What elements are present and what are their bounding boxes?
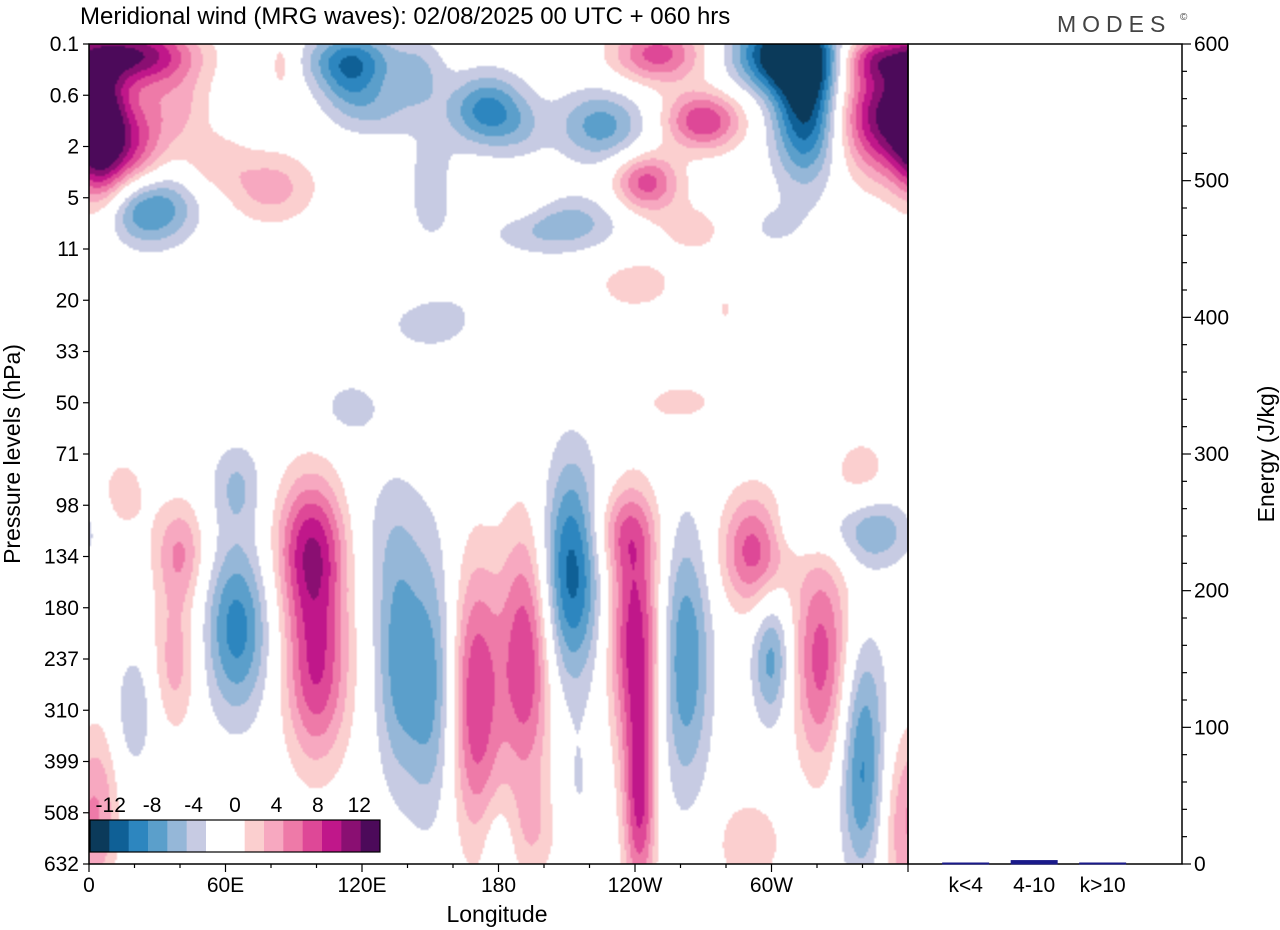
brand-mark: ©: [1180, 12, 1188, 23]
colorbar-label: -8: [143, 794, 162, 817]
colorbar-swatch: [302, 820, 323, 852]
pressure-tick-label: 632: [44, 853, 79, 876]
pressure-tick-label: 0.6: [50, 84, 79, 107]
energy-bars: [942, 860, 1127, 865]
colorbar-swatch: [109, 820, 130, 852]
pressure-tick-label: 50: [56, 392, 79, 415]
longitude-axis: 0 60E 120E 180 120W 60W: [83, 864, 909, 897]
colorbar-swatch: [128, 820, 149, 852]
colorbar-label: 0: [229, 794, 241, 817]
longitude-tick-label: 0: [83, 874, 95, 897]
energy-bar: [1079, 862, 1127, 865]
colorbar-swatch: [225, 820, 246, 852]
energy-panel: 0 100 200 300 400 500 600 k<4 4-10 k>10 Energy (…: [907, 33, 1279, 897]
colorbar-swatch: [244, 820, 265, 852]
brand-logo: MODES: [1057, 11, 1171, 37]
colorbar-swatch: [283, 820, 304, 852]
energy-tick-label: 300: [1194, 443, 1229, 466]
colorbar-swatch: [360, 820, 381, 852]
pressure-tick-label: 11: [57, 238, 79, 261]
chart-title: Meridional wind (MRG waves): 02/08/2025 …: [80, 3, 730, 30]
pressure-tick-label: 180: [44, 597, 79, 620]
wavenumber-label: k>10: [1080, 874, 1126, 897]
colorbar-swatch: [167, 820, 188, 852]
pressure-tick-label: 237: [44, 648, 79, 671]
colorbar-swatch: [148, 820, 168, 852]
energy-tick-label: 500: [1194, 170, 1229, 193]
colorbar: -12 -8 -4 0 4 8 12: [89, 794, 381, 853]
y-axis-label: Pressure levels (hPa): [0, 344, 25, 564]
pressure-tick-label: 71: [56, 443, 79, 466]
pressure-axis: 0.1 0.6 2 5 11 20 33 50 71 98 134 180 237 310 399 508 63…: [44, 33, 89, 876]
colorbar-label: -4: [184, 794, 203, 817]
longitude-tick-label: 120E: [337, 874, 386, 897]
longitude-tick-label: 180: [481, 874, 516, 897]
energy-axis-label: Energy (J/kg): [1253, 386, 1279, 523]
wavenumber-label: k<4: [948, 874, 983, 897]
energy-bar: [1010, 860, 1058, 865]
pressure-tick-label: 508: [44, 802, 79, 825]
pressure-tick-label: 310: [44, 699, 79, 722]
energy-tick-label: 200: [1194, 580, 1229, 603]
pressure-tick-label: 98: [56, 494, 79, 517]
longitude-tick-label: 120W: [608, 874, 663, 897]
energy-tick-label: 0: [1194, 853, 1206, 876]
colorbar-swatch: [322, 820, 342, 852]
pressure-tick-label: 399: [44, 751, 79, 774]
colorbar-swatch: [90, 820, 110, 852]
heatmap-panel: 0.1 0.6 2 5 11 20 33 50 71 98 134 180 237 310 399 508 63…: [0, 33, 909, 927]
energy-tick-label: 600: [1194, 33, 1229, 56]
wind-heatmap: [89, 44, 908, 864]
colorbar-label: 12: [348, 794, 371, 817]
colorbar-swatch: [341, 820, 362, 852]
pressure-tick-label: 5: [67, 187, 79, 210]
pressure-tick-label: 0.1: [50, 33, 79, 56]
colorbar-label: -12: [96, 794, 126, 817]
wavenumber-axis: k<4 4-10 k>10: [948, 874, 1125, 897]
colorbar-swatch: [206, 820, 226, 852]
pressure-tick-label: 20: [56, 289, 79, 312]
colorbar-swatch: [186, 820, 207, 852]
colorbar-label: 4: [271, 794, 283, 817]
pressure-tick-label: 2: [67, 136, 79, 159]
wavenumber-label: 4-10: [1013, 874, 1055, 897]
energy-tick-label: 400: [1194, 306, 1229, 329]
energy-bar: [942, 862, 990, 865]
energy-frame: [907, 43, 1183, 865]
x-axis-label: Longitude: [446, 901, 547, 927]
colorbar-frame: [89, 819, 381, 853]
colorbar-label: 8: [312, 794, 324, 817]
pressure-tick-label: 33: [56, 341, 79, 364]
colorbar-swatch: [264, 820, 284, 852]
energy-axis: 0 100 200 300 400 500 600: [1182, 33, 1229, 876]
longitude-tick-label: 60E: [207, 874, 244, 897]
longitude-tick-label: 60W: [750, 874, 793, 897]
energy-tick-label: 100: [1194, 716, 1229, 739]
pressure-tick-label: 134: [44, 546, 79, 569]
